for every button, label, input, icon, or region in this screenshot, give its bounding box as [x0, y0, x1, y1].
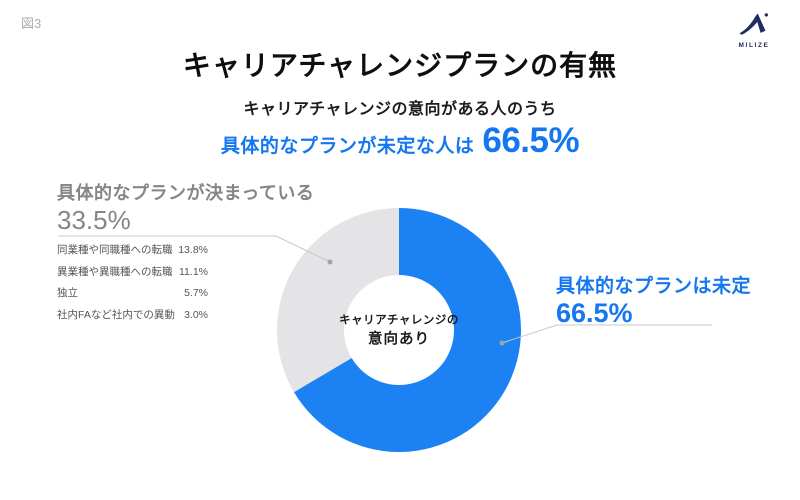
leader-left — [58, 235, 333, 265]
leader-line-decided — [58, 235, 331, 263]
donut-center-label: キャリアチャレンジの 意向あり — [324, 313, 474, 350]
leader-right — [499, 324, 712, 346]
breakdown-label: 社内FAなど社内での異動 — [57, 308, 175, 321]
breakdown-value: 5.7% — [184, 287, 208, 299]
donut-segment-decided — [277, 208, 399, 393]
headline-value: 66.5% — [482, 121, 580, 160]
segment-decided-value: 33.5% — [57, 205, 131, 235]
leader-line-undecided — [501, 324, 712, 344]
headline: 具体的なプランが未定な人は 66.5% — [0, 121, 800, 161]
breakdown-label: 独立 — [57, 287, 78, 299]
leader-dot-decided — [327, 259, 333, 265]
milize-logo: MILIZE — [733, 13, 775, 49]
page-subtitle: キャリアチャレンジの意向がある人のうち — [243, 101, 557, 118]
segment-label-undecided: 具体的なプランは未定 66.5% — [556, 274, 751, 328]
leader-dot-undecided — [499, 340, 505, 346]
milize-logo-icon — [739, 13, 769, 35]
segment-undecided-name: 具体的なプランは未定 — [556, 276, 752, 297]
decided-breakdown-list: 同業種や同職種への転職 13.8% 異業種や異職種への転職 11.1% 独立 5… — [57, 240, 208, 326]
breakdown-row: 社内FAなど社内での異動 3.0% — [57, 305, 208, 327]
breakdown-value: 13.8% — [178, 244, 208, 256]
segment-decided-name: 具体的なプランが決まっている — [57, 183, 315, 203]
breakdown-row: 異業種や異職種への転職 11.1% — [57, 262, 208, 284]
donut-center-line1: キャリアチャレンジの — [339, 314, 459, 327]
breakdown-value: 11.1% — [179, 265, 208, 278]
headline-prefix: 具体的なプランが未定な人は — [220, 136, 475, 157]
figure-label: 図3 — [21, 16, 42, 31]
breakdown-label: 同業種や同職種への転職 — [57, 244, 173, 256]
donut-chart — [277, 208, 521, 452]
donut-segment-undecided — [293, 208, 521, 452]
breakdown-row: 独立 5.7% — [57, 283, 208, 305]
milize-logo-text: MILIZE — [738, 42, 770, 49]
breakdown-row: 同業種や同職種への転職 13.8% — [57, 240, 208, 262]
page-title: キャリアチャレンジプランの有無 — [182, 50, 618, 81]
breakdown-label: 異業種や異職種への転職 — [57, 265, 173, 278]
segment-label-decided: 具体的なプランが決まっている 33.5% — [57, 182, 314, 236]
segment-undecided-value: 66.5% — [556, 298, 633, 328]
donut-center-line2: 意向あり — [368, 331, 430, 348]
breakdown-value: 3.0% — [184, 308, 208, 321]
